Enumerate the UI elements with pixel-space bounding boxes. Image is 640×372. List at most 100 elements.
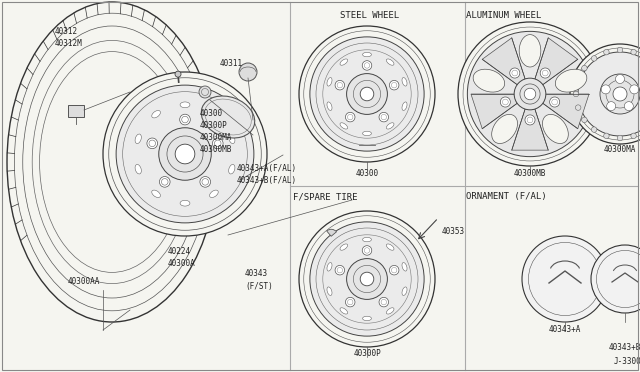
Ellipse shape bbox=[402, 287, 407, 295]
Circle shape bbox=[360, 272, 374, 286]
Ellipse shape bbox=[135, 134, 141, 144]
Polygon shape bbox=[535, 38, 578, 85]
Ellipse shape bbox=[363, 316, 371, 321]
Ellipse shape bbox=[152, 110, 161, 118]
Circle shape bbox=[500, 97, 510, 107]
Ellipse shape bbox=[340, 123, 348, 129]
Ellipse shape bbox=[180, 201, 190, 206]
Text: (F/ST): (F/ST) bbox=[245, 282, 273, 291]
Circle shape bbox=[525, 115, 535, 125]
Circle shape bbox=[600, 74, 640, 114]
Circle shape bbox=[175, 144, 195, 164]
Circle shape bbox=[362, 61, 372, 70]
Ellipse shape bbox=[492, 114, 518, 144]
Text: 40312M: 40312M bbox=[55, 39, 83, 48]
Ellipse shape bbox=[340, 244, 348, 250]
Text: 40312: 40312 bbox=[55, 28, 78, 36]
Ellipse shape bbox=[228, 164, 235, 174]
Ellipse shape bbox=[228, 134, 235, 144]
FancyBboxPatch shape bbox=[68, 105, 84, 117]
Circle shape bbox=[591, 245, 640, 313]
Ellipse shape bbox=[201, 96, 255, 138]
Text: F/SPARE TIRE: F/SPARE TIRE bbox=[293, 192, 358, 202]
Circle shape bbox=[310, 37, 424, 151]
Text: 40353: 40353 bbox=[442, 227, 465, 236]
Circle shape bbox=[550, 97, 560, 107]
Ellipse shape bbox=[363, 131, 371, 136]
Circle shape bbox=[613, 87, 627, 101]
Ellipse shape bbox=[473, 69, 505, 92]
Ellipse shape bbox=[327, 102, 332, 110]
Circle shape bbox=[575, 105, 581, 110]
Ellipse shape bbox=[387, 244, 394, 250]
Wedge shape bbox=[326, 229, 337, 236]
Circle shape bbox=[299, 26, 435, 162]
Circle shape bbox=[617, 47, 623, 53]
Circle shape bbox=[604, 49, 609, 55]
Circle shape bbox=[601, 85, 610, 94]
Circle shape bbox=[200, 177, 211, 187]
Circle shape bbox=[514, 78, 546, 110]
Ellipse shape bbox=[7, 2, 217, 322]
Text: 40300A: 40300A bbox=[168, 260, 196, 269]
Ellipse shape bbox=[135, 164, 141, 174]
Circle shape bbox=[575, 78, 581, 83]
Circle shape bbox=[617, 135, 623, 141]
Ellipse shape bbox=[402, 263, 407, 271]
Text: 40300MB: 40300MB bbox=[200, 145, 232, 154]
Ellipse shape bbox=[340, 308, 348, 314]
Circle shape bbox=[180, 114, 190, 125]
Circle shape bbox=[147, 138, 157, 149]
Circle shape bbox=[199, 86, 211, 98]
Ellipse shape bbox=[152, 190, 161, 198]
Polygon shape bbox=[543, 94, 589, 129]
Circle shape bbox=[604, 133, 609, 139]
Circle shape bbox=[389, 80, 399, 90]
Polygon shape bbox=[512, 109, 548, 150]
Circle shape bbox=[116, 85, 254, 223]
Text: 40300AA: 40300AA bbox=[68, 278, 100, 286]
Ellipse shape bbox=[327, 77, 332, 86]
Ellipse shape bbox=[209, 110, 218, 118]
Circle shape bbox=[582, 117, 587, 123]
Circle shape bbox=[347, 259, 387, 299]
Text: 40300P: 40300P bbox=[200, 122, 228, 131]
Text: 40343+A(F/AL): 40343+A(F/AL) bbox=[237, 164, 297, 173]
Polygon shape bbox=[482, 38, 525, 85]
Text: 40343: 40343 bbox=[245, 269, 268, 279]
Circle shape bbox=[591, 56, 597, 61]
Ellipse shape bbox=[519, 35, 541, 67]
Ellipse shape bbox=[387, 123, 394, 129]
Circle shape bbox=[239, 63, 257, 81]
Circle shape bbox=[631, 49, 636, 55]
Circle shape bbox=[573, 91, 579, 97]
Circle shape bbox=[524, 88, 536, 100]
Circle shape bbox=[631, 133, 636, 139]
Circle shape bbox=[310, 222, 424, 336]
Circle shape bbox=[582, 65, 587, 71]
Text: 40343+B(F/AL): 40343+B(F/AL) bbox=[237, 176, 297, 186]
Ellipse shape bbox=[32, 41, 192, 283]
Ellipse shape bbox=[556, 69, 587, 92]
Circle shape bbox=[360, 87, 374, 101]
Circle shape bbox=[175, 71, 181, 77]
Text: 40300MA: 40300MA bbox=[604, 145, 636, 154]
Text: STEEL WHEEL: STEEL WHEEL bbox=[340, 12, 399, 20]
Circle shape bbox=[570, 44, 640, 144]
Text: 40300P: 40300P bbox=[353, 350, 381, 359]
Circle shape bbox=[607, 102, 616, 110]
Ellipse shape bbox=[209, 190, 218, 198]
Circle shape bbox=[159, 177, 170, 187]
Circle shape bbox=[616, 74, 625, 83]
Ellipse shape bbox=[180, 102, 190, 108]
Circle shape bbox=[591, 127, 597, 132]
Text: ALUMINUM WHEEL: ALUMINUM WHEEL bbox=[466, 12, 541, 20]
Circle shape bbox=[299, 211, 435, 347]
Text: J-33003: J-33003 bbox=[614, 357, 640, 366]
Circle shape bbox=[624, 102, 634, 110]
Ellipse shape bbox=[363, 52, 371, 57]
Circle shape bbox=[458, 22, 602, 166]
Ellipse shape bbox=[402, 102, 407, 110]
Ellipse shape bbox=[543, 114, 568, 144]
Ellipse shape bbox=[402, 77, 407, 86]
